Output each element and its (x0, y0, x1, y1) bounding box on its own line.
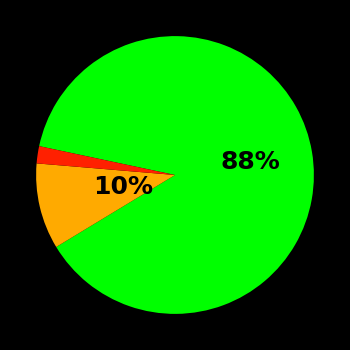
Wedge shape (36, 163, 175, 247)
Text: 10%: 10% (93, 175, 154, 199)
Wedge shape (37, 146, 175, 175)
Wedge shape (39, 36, 314, 314)
Text: 88%: 88% (220, 150, 280, 174)
